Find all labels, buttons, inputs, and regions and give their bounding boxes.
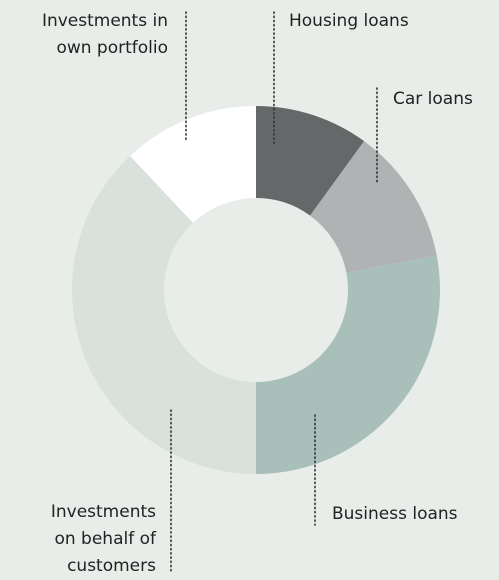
slices [72,106,440,475]
slice [72,155,257,475]
slice-label: Investments in own portfolio [41,11,168,58]
slice-label: Investments on behalf of customers [50,502,156,576]
slice [256,106,365,216]
slice-label: Car loans [393,89,473,109]
slice-label: Business loans [332,504,458,524]
slice [256,255,440,474]
slice [310,141,437,273]
slice [130,106,256,223]
slice-label: Housing loans [289,11,409,31]
